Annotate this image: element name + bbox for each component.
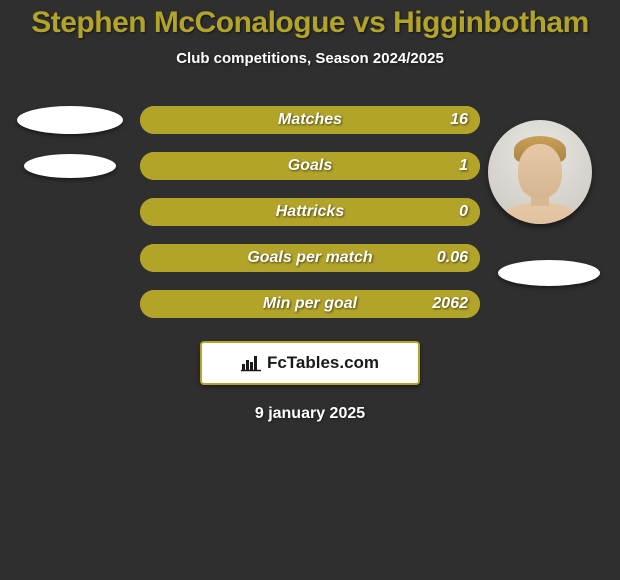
stat-label: Min per goal <box>140 290 480 318</box>
player-left-slot <box>0 281 140 327</box>
stat-row: Min per goal2062 <box>0 281 620 327</box>
stat-bar: Goals per match0.06 <box>140 244 480 272</box>
stat-value-right: 0.06 <box>437 244 468 272</box>
bar-chart-icon <box>241 354 261 372</box>
subtitle: Club competitions, Season 2024/2025 <box>0 50 620 67</box>
player-right-slot <box>480 281 620 327</box>
fctables-logo: FcTables.com <box>200 341 420 385</box>
stat-bar: Goals1 <box>140 152 480 180</box>
stat-bar: Hattricks0 <box>140 198 480 226</box>
player-right-team-badge <box>498 260 600 286</box>
stat-label: Hattricks <box>140 198 480 226</box>
stat-value-right: 16 <box>450 106 468 134</box>
stat-label: Goals <box>140 152 480 180</box>
stat-value-right: 1 <box>459 152 468 180</box>
stat-value-right: 0 <box>459 198 468 226</box>
date-label: 9 january 2025 <box>0 405 620 423</box>
player-left-avatar-placeholder <box>17 106 123 134</box>
stat-bar: Min per goal2062 <box>140 290 480 318</box>
player-left-slot <box>0 143 140 189</box>
player-left-slot <box>0 97 140 143</box>
player-right-avatar <box>488 120 592 224</box>
stat-label: Matches <box>140 106 480 134</box>
stat-bar: Matches16 <box>140 106 480 134</box>
stat-label: Goals per match <box>140 244 480 272</box>
player-left-slot <box>0 189 140 235</box>
player-left-team-badge <box>24 154 116 178</box>
stat-value-right: 2062 <box>432 290 468 318</box>
page-title: Stephen McConalogue vs Higginbotham <box>0 0 620 40</box>
player-left-slot <box>0 235 140 281</box>
logo-text: FcTables.com <box>267 353 379 373</box>
